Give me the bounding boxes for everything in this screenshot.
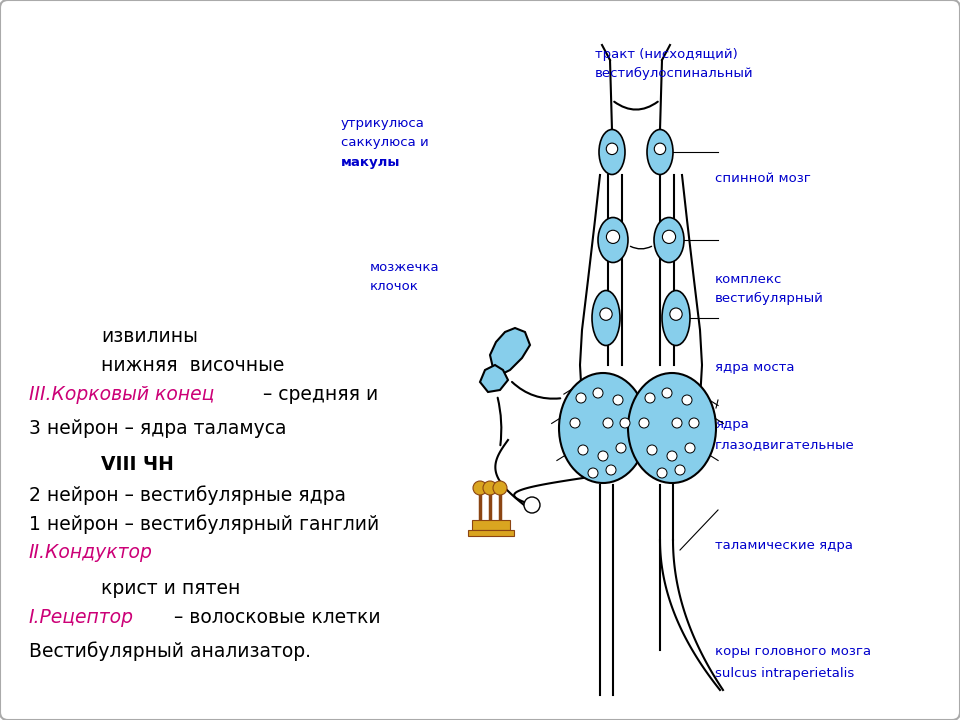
Ellipse shape [598,217,628,263]
Circle shape [672,418,682,428]
Ellipse shape [628,373,716,483]
Circle shape [593,388,603,398]
Ellipse shape [654,217,684,263]
Text: вестибулоспинальный: вестибулоспинальный [595,67,754,80]
Circle shape [647,445,657,455]
Circle shape [655,143,665,155]
Text: тракт (нисходящий): тракт (нисходящий) [595,48,738,60]
Text: нижняя  височные: нижняя височные [101,356,284,375]
Circle shape [598,451,608,461]
Text: мозжечка: мозжечка [370,261,440,274]
Polygon shape [480,365,508,392]
Text: Вестибулярный анализатор.: Вестибулярный анализатор. [29,642,311,662]
Text: I.Рецептор: I.Рецептор [29,608,133,627]
Circle shape [473,481,487,495]
Ellipse shape [599,130,625,174]
Text: 3 нейрон – ядра таламуса: 3 нейрон – ядра таламуса [29,419,286,438]
Circle shape [689,418,699,428]
Circle shape [613,395,623,405]
Text: VIII ЧН: VIII ЧН [101,455,174,474]
Circle shape [493,481,507,495]
Polygon shape [490,328,530,375]
Ellipse shape [647,130,673,174]
Ellipse shape [592,290,620,346]
Text: II.Кондуктор: II.Кондуктор [29,544,153,562]
Text: ядра моста: ядра моста [715,361,795,374]
Circle shape [606,465,616,475]
Text: клочок: клочок [370,280,419,293]
Circle shape [616,443,626,453]
Circle shape [620,418,630,428]
Text: вестибулярный: вестибулярный [715,292,824,305]
Circle shape [662,230,676,243]
Text: sulcus intraperietalis: sulcus intraperietalis [715,667,854,680]
Text: коры головного мозга: коры головного мозга [715,645,872,658]
Text: комплекс: комплекс [715,273,782,286]
Circle shape [607,143,617,155]
Text: утрикулюса: утрикулюса [341,117,424,130]
Circle shape [685,443,695,453]
Circle shape [682,395,692,405]
Circle shape [607,230,619,243]
Circle shape [570,418,580,428]
Text: саккулюса и: саккулюса и [341,136,428,149]
Text: глазодвигательные: глазодвигательные [715,438,855,451]
Ellipse shape [559,373,647,483]
Text: извилины: извилины [101,328,198,346]
Circle shape [603,418,613,428]
Text: спинной мозг: спинной мозг [715,172,811,185]
Circle shape [639,418,649,428]
Circle shape [578,445,588,455]
Circle shape [600,308,612,320]
Text: 1 нейрон – вестибулярный ганглий: 1 нейрон – вестибулярный ганглий [29,514,379,534]
Text: III.Корковый конец: III.Корковый конец [29,385,214,404]
Circle shape [662,388,672,398]
Text: – средняя и: – средняя и [257,385,378,404]
Circle shape [576,393,586,403]
Circle shape [657,468,667,478]
Ellipse shape [662,290,690,346]
Bar [468,530,514,536]
Text: таламические ядра: таламические ядра [715,539,853,552]
Circle shape [588,468,598,478]
Text: 2 нейрон – вестибулярные ядра: 2 нейрон – вестибулярные ядра [29,485,346,505]
Circle shape [667,451,677,461]
Circle shape [670,308,683,320]
Circle shape [483,481,497,495]
Circle shape [675,465,685,475]
Text: крист и пятен: крист и пятен [101,580,240,598]
Text: макулы: макулы [341,156,400,168]
Text: – волосковые клетки: – волосковые клетки [168,608,380,627]
Circle shape [645,393,655,403]
Circle shape [524,497,540,513]
Bar [472,520,510,530]
Text: ядра: ядра [715,418,749,431]
